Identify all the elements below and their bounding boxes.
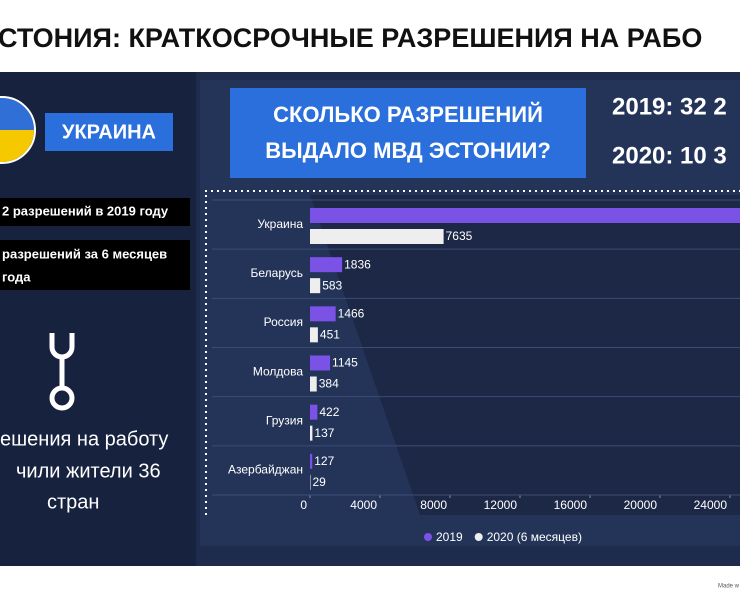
fact-box bbox=[0, 198, 190, 226]
x-tick-label: 16000 bbox=[554, 498, 588, 512]
bar bbox=[310, 306, 336, 322]
footer-text: Made w bbox=[718, 584, 740, 590]
value-label: 1145 bbox=[332, 356, 358, 370]
fact-text: года bbox=[2, 269, 31, 284]
question-box bbox=[230, 88, 586, 178]
bar bbox=[310, 278, 321, 294]
x-tick-label: 4000 bbox=[350, 498, 377, 512]
bar bbox=[310, 453, 313, 469]
bar bbox=[310, 404, 318, 420]
page-title: СТОНИЯ: КРАТКОСРОЧНЫЕ РАЗРЕШЕНИЯ НА РАБО bbox=[0, 23, 702, 53]
y-tick-label: Молдова bbox=[253, 364, 303, 378]
question-text: СКОЛЬКО РАЗРЕШЕНИЙ bbox=[273, 102, 543, 127]
bar bbox=[310, 208, 740, 223]
value-label: 1836 bbox=[344, 257, 371, 271]
summary-text: чили жители 36 bbox=[16, 460, 161, 482]
x-tick-label: 20000 bbox=[624, 498, 658, 512]
country-label: УКРАИНА bbox=[62, 121, 156, 143]
sidebar-panel bbox=[0, 72, 196, 566]
y-tick-label: Беларусь bbox=[251, 266, 303, 280]
legend-label: 2019 bbox=[436, 530, 463, 544]
value-label: 1466 bbox=[338, 307, 365, 321]
fact-text: 2 разрешений в 2019 году bbox=[2, 203, 169, 218]
question-text: ВЫДАЛО МВД ЭСТОНИИ? bbox=[265, 138, 551, 163]
plot-shade bbox=[310, 195, 740, 515]
bar bbox=[310, 257, 343, 273]
total-text: 2019: 32 2 bbox=[612, 93, 727, 120]
bar bbox=[310, 474, 311, 490]
value-label: 422 bbox=[319, 405, 339, 419]
y-tick-label: Грузия bbox=[266, 413, 303, 427]
bar bbox=[310, 425, 313, 441]
fact-box bbox=[0, 240, 190, 290]
value-label: 583 bbox=[322, 278, 342, 292]
summary-text: стран bbox=[47, 491, 99, 513]
summary-text: ешения на работу bbox=[0, 428, 168, 450]
wrench-icon bbox=[49, 333, 75, 411]
x-tick-label: 24000 bbox=[694, 498, 728, 512]
legend-label: 2020 (6 месяцев) bbox=[487, 530, 582, 544]
total-text: 2020: 10 3 bbox=[612, 142, 727, 169]
fact-text: разрешений за 6 месяцев bbox=[2, 246, 167, 261]
bar bbox=[310, 355, 331, 371]
bar bbox=[310, 376, 317, 392]
legend-swatch bbox=[424, 533, 432, 541]
y-tick-label: Украина bbox=[257, 217, 303, 231]
value-label: 451 bbox=[320, 328, 340, 342]
y-tick-label: Азербайджан bbox=[228, 463, 303, 477]
y-tick-label: Россия bbox=[264, 315, 303, 329]
footer-strip bbox=[0, 566, 740, 600]
value-label: 7635 bbox=[446, 229, 473, 243]
flag-ring bbox=[0, 96, 36, 164]
x-tick-label: 12000 bbox=[484, 498, 518, 512]
country-box bbox=[45, 113, 173, 151]
x-tick-label: 8000 bbox=[420, 498, 447, 512]
value-label: 127 bbox=[314, 454, 334, 468]
legend-swatch bbox=[474, 533, 483, 541]
value-label: 29 bbox=[313, 475, 327, 489]
x-tick-label: 0 bbox=[300, 498, 307, 512]
bar bbox=[310, 229, 444, 244]
bar bbox=[310, 327, 318, 343]
value-label: 384 bbox=[319, 377, 339, 391]
value-label: 137 bbox=[314, 426, 334, 440]
